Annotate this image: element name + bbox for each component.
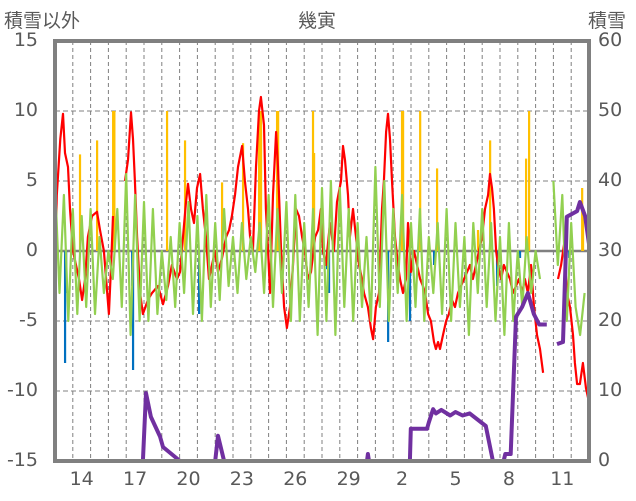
x-axis-tick-label: 17 — [123, 468, 148, 490]
orange-bar — [241, 143, 245, 251]
x-axis-tick-label: 8 — [502, 468, 515, 490]
x-axis-tick-label: 20 — [176, 468, 201, 490]
orange-bar — [312, 153, 316, 251]
orange-bar — [401, 111, 405, 251]
right-axis-tick-label: 10 — [598, 379, 623, 401]
blue-bar — [495, 251, 499, 286]
blue-bar — [131, 251, 135, 370]
orange-bar — [112, 111, 115, 251]
orange-bar — [524, 158, 528, 251]
orange-bar — [183, 140, 187, 251]
left-axis-tick-label: 0 — [25, 239, 38, 261]
blue-bar — [432, 251, 436, 265]
chart-title: 幾寅 — [298, 10, 337, 32]
x-axis-tick-label: 29 — [336, 468, 361, 490]
blue-bar — [198, 251, 201, 314]
x-axis-tick-label: 26 — [283, 468, 308, 490]
orange-bar — [581, 216, 585, 251]
left-axis-tick-label: -15 — [6, 449, 38, 471]
left-axis-title: 積雪以外 — [4, 10, 81, 32]
right-axis-tick-label: 0 — [598, 449, 611, 471]
plot-border — [53, 39, 591, 463]
orange-bar — [113, 111, 116, 251]
right-axis-tick-label: 60 — [598, 29, 623, 51]
orange-bar — [220, 182, 224, 251]
green-series-line — [53, 165, 586, 337]
orange-bar — [165, 111, 169, 251]
right-axis-title: 積雪 — [588, 10, 627, 32]
left-axis-tick-label: 15 — [13, 29, 38, 51]
orange-bar — [435, 168, 439, 251]
orange-bar — [476, 230, 480, 251]
right-axis-tick-label: 50 — [598, 99, 623, 121]
left-axis-tick-label: 10 — [13, 99, 38, 121]
left-axis-tick-label: -5 — [19, 309, 38, 331]
right-axis-tick-label: 20 — [598, 309, 623, 331]
left-axis-tick-label: 5 — [25, 169, 38, 191]
orange-bar — [259, 111, 263, 251]
left-axis-tick-label: -10 — [6, 379, 38, 401]
orange-bar — [489, 140, 492, 251]
right-axis-tick-label: 40 — [598, 169, 623, 191]
x-axis-tick-label: 5 — [449, 468, 462, 490]
orange-bar — [528, 111, 531, 251]
right-axis-tick-label: 30 — [598, 239, 623, 261]
orange-bar — [419, 111, 422, 251]
x-axis-tick-label: 14 — [69, 468, 94, 490]
x-axis-tick-label: 2 — [396, 468, 409, 490]
blue-bar — [408, 251, 412, 321]
x-axis-tick-label: 11 — [550, 468, 575, 490]
blue-bar — [63, 251, 67, 363]
x-axis-tick-label: 23 — [229, 468, 254, 490]
orange-bar — [96, 140, 99, 251]
orange-bar — [78, 154, 82, 251]
blue-bar — [518, 251, 522, 258]
